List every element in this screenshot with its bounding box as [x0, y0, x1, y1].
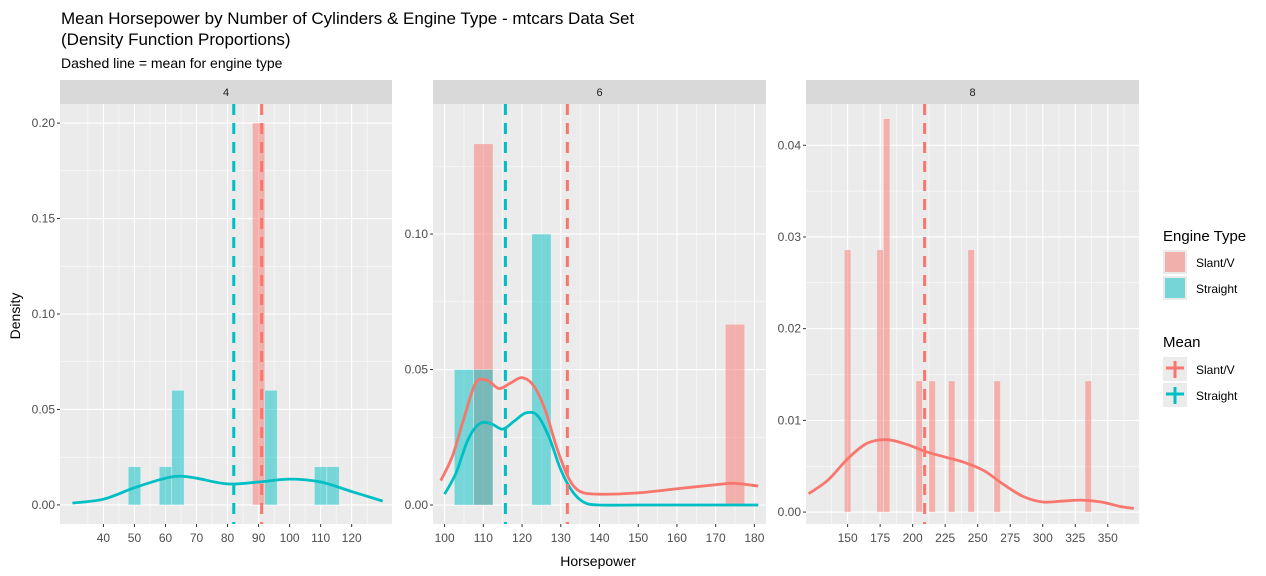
- y-tick-label: 0.00: [405, 498, 429, 512]
- legend-mean-key-straight: [1166, 387, 1184, 404]
- y-tick-label: 0.10: [405, 227, 429, 241]
- chart-subtitle: Dashed line = mean for engine type: [61, 55, 283, 71]
- y-tick-label: 0.10: [32, 307, 56, 321]
- histogram-bar-slantv: [1084, 380, 1092, 513]
- legend-label-straight: Straight: [1196, 282, 1238, 296]
- facet-panels: 4 40 50 60 70 80 90 100 110 120 0.00 0.05 0.10 0.15 0.…: [32, 80, 1139, 545]
- x-tick-label: 175: [870, 531, 890, 545]
- x-axis-label: Horsepower: [560, 553, 636, 569]
- histogram-bar-slantv: [967, 249, 975, 513]
- histogram-bar-slantv: [948, 380, 956, 513]
- legend-fill-title: Engine Type: [1163, 228, 1246, 245]
- x-tick-label: 140: [589, 531, 609, 545]
- facet-panel-8: 8 150 175 200 225 250 275 300 325 350 0.00 0.01 0.02…: [778, 80, 1139, 545]
- histogram-bar-slantv: [928, 380, 936, 513]
- x-tick-label: 170: [706, 531, 726, 545]
- facet-strip-4: [60, 80, 392, 104]
- histogram-bar-straight: [314, 466, 328, 506]
- x-tick-label: 110: [311, 531, 330, 545]
- x-tick-label: 50: [128, 531, 142, 545]
- x-tick-label: 200: [903, 531, 923, 545]
- facet-strip-6: [433, 80, 766, 104]
- y-tick-label: 0.00: [778, 505, 802, 519]
- histogram-bar-slantv: [883, 118, 891, 513]
- y-tick-label: 0.00: [32, 498, 56, 512]
- y-tick-label: 0.03: [778, 230, 802, 244]
- histogram-bar-slantv: [993, 380, 1001, 513]
- x-tick-label: 70: [190, 531, 204, 545]
- facet-strip-label-4: 4: [223, 87, 229, 99]
- histogram-bar-slantv: [725, 323, 746, 506]
- x-tick-label: 275: [1000, 531, 1020, 545]
- histogram-bar-slantv: [915, 380, 923, 513]
- facet-strip-label-6: 6: [596, 87, 602, 99]
- facet-panel-6: 6 100 110 120 130 140 150 160 170 180 0.00 0.05 0.10: [405, 80, 766, 545]
- legend-line-title: Mean: [1163, 334, 1201, 351]
- density-curve-slantv: [439, 376, 759, 496]
- x-tick-label: 225: [935, 531, 955, 545]
- density-curve-slantv: [807, 438, 1134, 510]
- legend-mean-key-slantv: [1166, 361, 1184, 378]
- facet-strip-8: [806, 80, 1139, 104]
- y-tick-label: 0.01: [778, 413, 802, 427]
- histogram-bar-straight: [264, 390, 278, 506]
- x-tick-label: 120: [342, 531, 362, 545]
- legend-mean-label-slantv: Slant/V: [1196, 363, 1235, 377]
- y-tick-label: 0.04: [778, 138, 802, 152]
- histogram-bar-straight: [531, 233, 552, 506]
- x-tick-label: 100: [280, 531, 300, 545]
- chart-title: Mean Horsepower by Number of Cylinders &…: [61, 9, 635, 49]
- x-tick-label: 60: [159, 531, 173, 545]
- x-tick-label: 250: [968, 531, 988, 545]
- x-tick-label: 325: [1065, 531, 1085, 545]
- x-tick-label: 300: [1033, 531, 1053, 545]
- density-curve-straight: [72, 474, 384, 505]
- histogram-bar-slantv: [876, 249, 884, 513]
- facet-panel-4: 4 40 50 60 70 80 90 100 110 120 0.00 0.05 0.10 0.15 0.…: [32, 80, 392, 545]
- facet-strip-label-8: 8: [969, 87, 975, 99]
- legend-swatch-slantv: [1165, 252, 1185, 272]
- x-tick-label: 80: [221, 531, 235, 545]
- histogram-bar-straight: [158, 466, 173, 506]
- y-axis-label: Density: [7, 293, 23, 340]
- x-tick-label: 40: [97, 531, 111, 545]
- legend-mean-label-straight: Straight: [1196, 389, 1238, 403]
- legend: Engine Type Slant/V Straight Mean Slant/…: [1163, 228, 1246, 407]
- legend-swatch-straight: [1165, 278, 1185, 298]
- x-tick-label: 150: [838, 531, 858, 545]
- legend-label-slantv: Slant/V: [1196, 256, 1235, 270]
- y-tick-label: 0.02: [778, 322, 802, 336]
- x-tick-label: 350: [1098, 531, 1118, 545]
- x-tick-label: 150: [628, 531, 648, 545]
- y-tick-label: 0.20: [32, 116, 56, 130]
- x-tick-label: 100: [435, 531, 455, 545]
- x-tick-label: 130: [551, 531, 571, 545]
- y-tick-label: 0.05: [32, 402, 56, 416]
- x-tick-label: 160: [667, 531, 687, 545]
- histogram-bar-straight: [171, 390, 185, 506]
- x-tick-label: 90: [252, 531, 266, 545]
- x-tick-label: 180: [744, 531, 764, 545]
- x-tick-label: 120: [512, 531, 532, 545]
- histogram-bar-straight: [473, 369, 494, 506]
- histogram-bar-slantv: [844, 249, 852, 513]
- density-curve-straight: [443, 410, 759, 507]
- y-tick-label: 0.15: [32, 212, 56, 226]
- x-tick-label: 110: [474, 531, 493, 545]
- y-tick-label: 0.05: [405, 363, 429, 377]
